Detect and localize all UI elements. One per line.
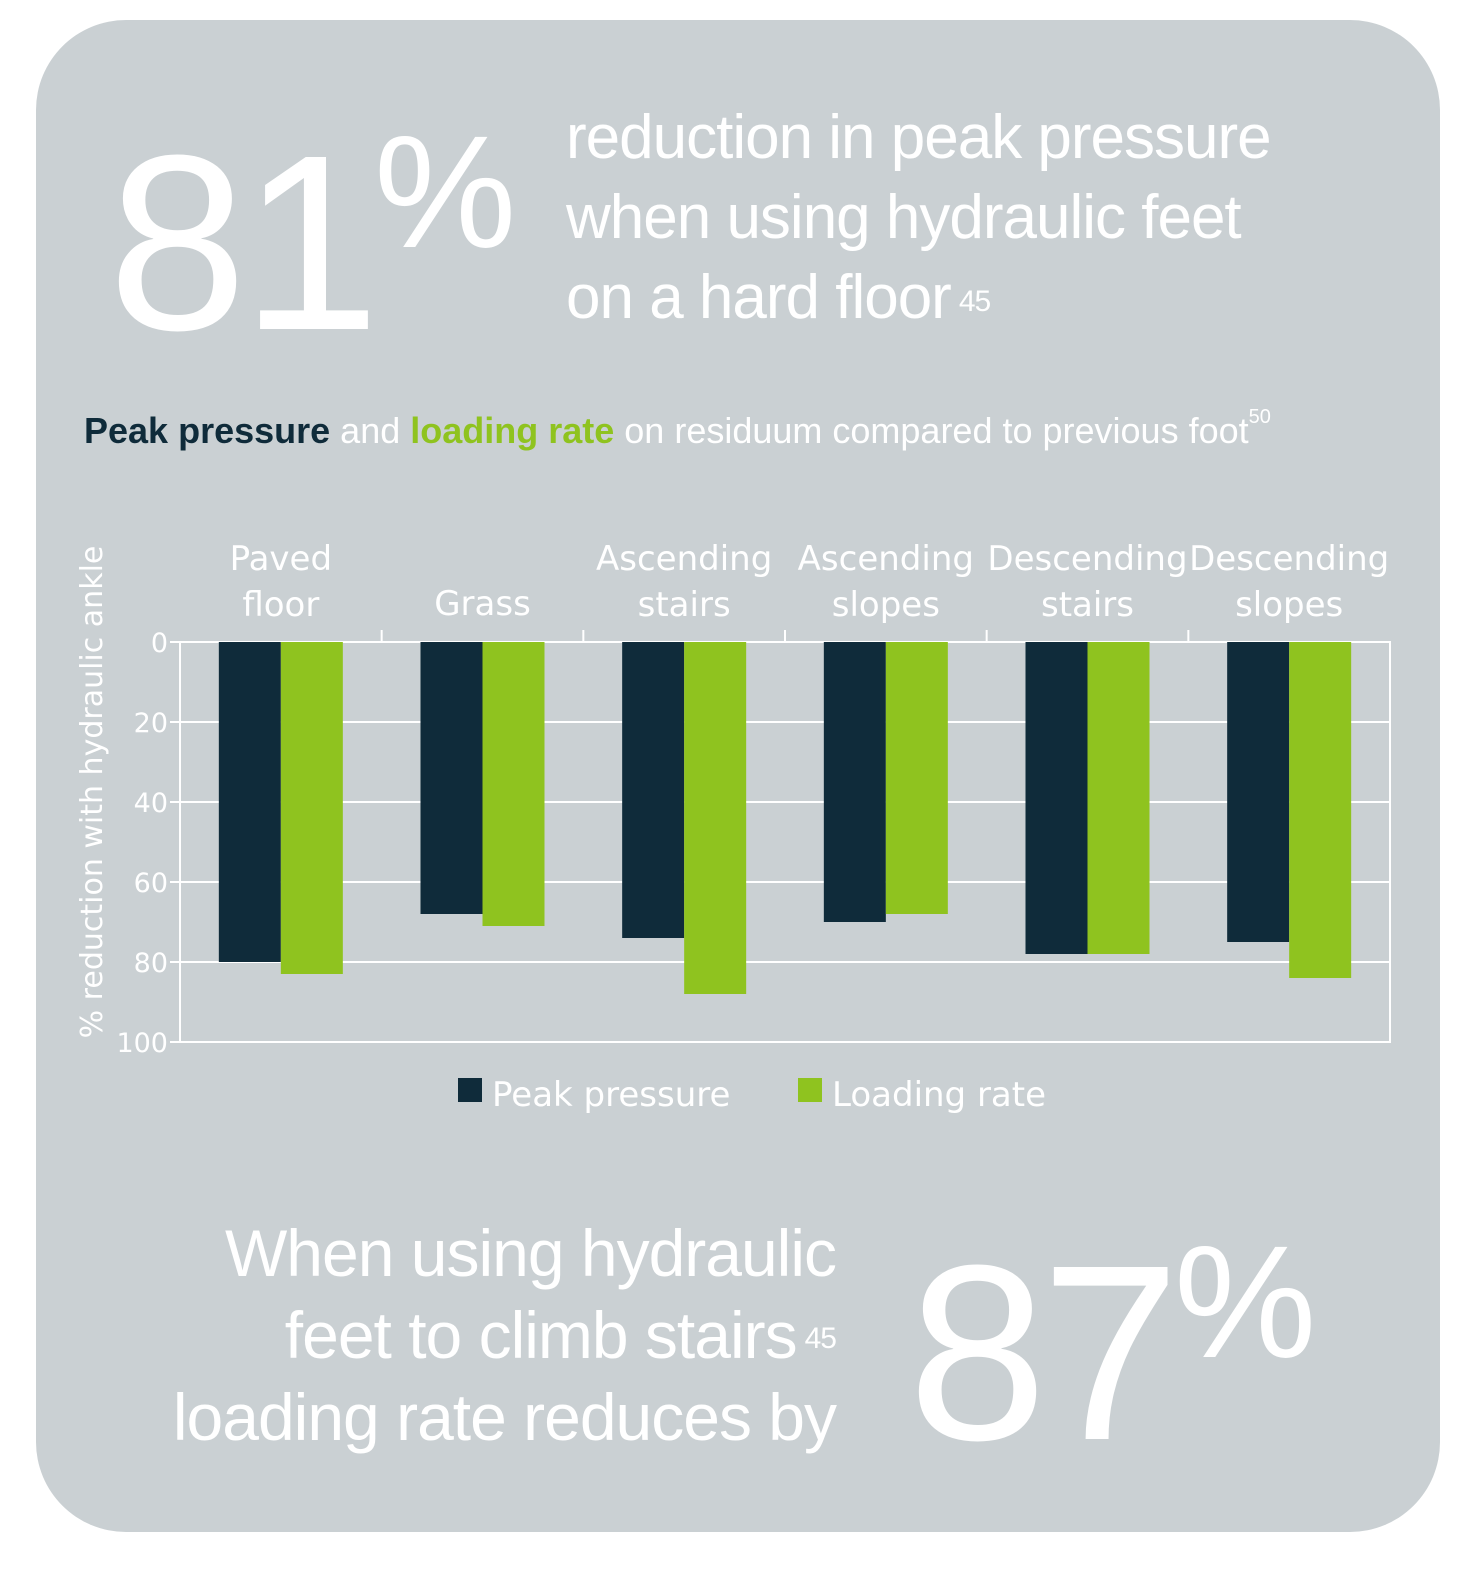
bar-peak-pressure xyxy=(1227,642,1290,942)
x-category-label: floor xyxy=(242,585,319,625)
bottom-stat-line: When using hydraulic xyxy=(225,1216,837,1290)
bottom-stat-line: feet to climb stairs 45 xyxy=(173,1294,837,1376)
legend-label: Peak pressure xyxy=(492,1075,730,1115)
y-tick-label: 100 xyxy=(116,1028,168,1059)
top-stat-line: when using hydraulic feet xyxy=(566,183,1242,252)
bottom-stat-line-text: feet to climb stairs xyxy=(284,1298,798,1372)
bar-loading-rate xyxy=(280,642,343,974)
bar-loading-rate xyxy=(482,642,545,926)
legend-swatch xyxy=(798,1078,822,1102)
plot-frame xyxy=(179,641,1391,1043)
bottom-stat-number: 87% xyxy=(908,1222,1316,1478)
x-category-label: slopes xyxy=(1235,585,1343,625)
top-stat-value: 81 xyxy=(108,103,380,382)
bar-loading-rate xyxy=(1289,642,1352,978)
legend-label: Loading rate xyxy=(832,1075,1046,1115)
x-category-label: Descending xyxy=(987,539,1187,579)
y-tick-label: 0 xyxy=(151,628,168,659)
x-category-label: Ascending xyxy=(798,539,974,579)
subtitle-footnote: 50 xyxy=(1248,406,1271,428)
bar-loading-rate xyxy=(885,642,948,914)
x-category-label: Ascending xyxy=(596,539,772,579)
x-category-label: stairs xyxy=(638,585,731,625)
bottom-stat-percent: % xyxy=(1174,1212,1316,1391)
bar-peak-pressure xyxy=(1025,642,1088,954)
top-stat-line-text: on a hard floor xyxy=(566,263,952,332)
subtitle-loading-rate: loading rate xyxy=(410,410,615,451)
bar-peak-pressure xyxy=(823,642,886,922)
top-stat-number: 81% xyxy=(108,112,516,368)
y-tick-label: 80 xyxy=(134,948,168,979)
bottom-stat-text: When using hydraulic feet to climb stair… xyxy=(172,1212,837,1458)
top-stat-footnote: 45 xyxy=(958,285,991,318)
top-stat-percent: % xyxy=(374,102,516,281)
x-category-label: stairs xyxy=(1041,585,1134,625)
subtitle-rest: on residuum compared to previous foot xyxy=(614,410,1249,451)
top-stat-text: reduction in peak pressure when using hy… xyxy=(566,98,1272,338)
subtitle-connector: and xyxy=(330,410,411,451)
legend-swatch xyxy=(458,1078,482,1102)
bar-peak-pressure xyxy=(420,642,483,914)
top-stat-line: reduction in peak pressure xyxy=(566,103,1272,172)
y-tick-label: 20 xyxy=(134,708,168,739)
top-stat-line: on a hard floor 45 xyxy=(566,258,1271,338)
bottom-stat-line: loading rate reduces by xyxy=(172,1380,837,1454)
bottom-stat-value: 87 xyxy=(908,1213,1180,1492)
chart-subtitle: Peak pressure and loading rate on residu… xyxy=(84,406,1271,452)
x-category-label: Grass xyxy=(434,584,531,624)
x-category-label: slopes xyxy=(832,585,940,625)
x-category-label: Descending xyxy=(1189,539,1389,579)
bar-peak-pressure xyxy=(218,642,281,962)
bottom-stat-footnote: 45 xyxy=(804,1322,837,1355)
subtitle-peak-pressure: Peak pressure xyxy=(84,410,331,451)
y-tick-label: 60 xyxy=(134,868,168,899)
bar-peak-pressure xyxy=(622,642,685,938)
x-category-label: Paved xyxy=(230,539,332,579)
y-axis-label: % reduction with hydraulic ankle xyxy=(75,546,110,1039)
bar-loading-rate xyxy=(684,642,747,994)
y-tick-label: 40 xyxy=(134,788,168,819)
bar-loading-rate xyxy=(1087,642,1150,954)
